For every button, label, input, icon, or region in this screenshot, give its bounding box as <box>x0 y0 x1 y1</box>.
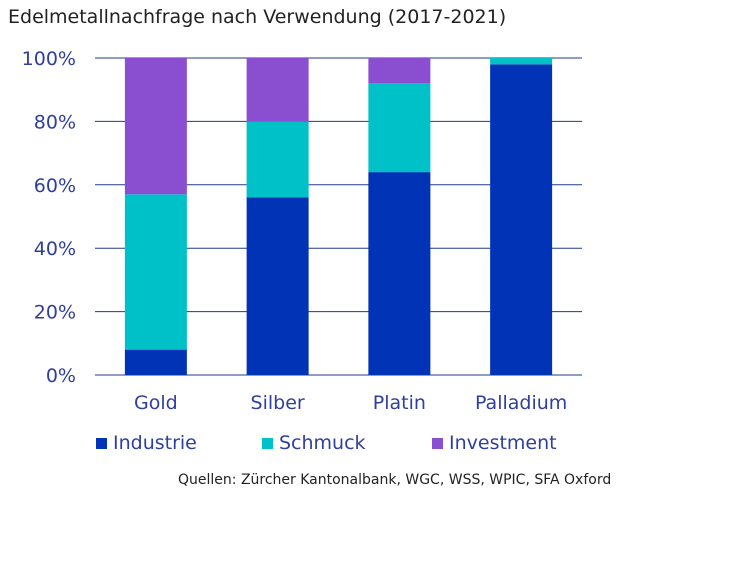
bar-silber-investment <box>246 58 309 122</box>
source-note: Quellen: Zürcher Kantonalbank, WGC, WSS,… <box>178 472 612 488</box>
legend-swatch-schmuck <box>262 437 273 449</box>
y-axis-ticks: 0% 20% 40% 60% 80% 100% <box>22 48 76 387</box>
legend: Industrie Schmuck Investment <box>0 432 748 458</box>
bar-platin-investment <box>368 58 431 84</box>
legend-label-industrie: Industrie <box>113 432 197 454</box>
stacked-bar-chart: 0% 20% 40% 60% 80% 100% Gold Silber Platin Palla… <box>22 48 582 414</box>
bar-silber-schmuck <box>246 121 309 198</box>
legend-swatch-industrie <box>96 437 107 449</box>
legend-label-schmuck: Schmuck <box>279 432 366 454</box>
y-tick-label-60: 60% <box>34 175 76 197</box>
bar-platin-schmuck <box>368 83 431 173</box>
bar-silber-industrie <box>246 197 309 375</box>
legend-item-schmuck: Schmuck <box>262 432 366 454</box>
bar-gold-investment <box>124 58 187 195</box>
x-category-label-gold: Gold <box>134 392 178 414</box>
bars <box>124 58 553 375</box>
bar-gold-schmuck <box>124 194 187 350</box>
bar-platin-industrie <box>368 172 431 375</box>
y-tick-label-0: 0% <box>46 365 76 387</box>
y-tick-label-20: 20% <box>34 302 76 324</box>
y-tick-label-40: 40% <box>34 238 76 260</box>
y-tick-label-100: 100% <box>22 48 76 70</box>
legend-item-investment: Investment <box>432 432 557 454</box>
legend-item-industrie: Industrie <box>96 432 197 454</box>
legend-label-investment: Investment <box>449 432 557 454</box>
chart-title: Edelmetallnachfrage nach Verwendung (201… <box>8 6 507 28</box>
y-tick-label-80: 80% <box>34 111 76 133</box>
x-category-label-palladium: Palladium <box>475 392 567 414</box>
legend-swatch-investment <box>432 437 443 449</box>
x-axis-categories: Gold Silber Platin Palladium <box>134 392 567 414</box>
x-category-label-silber: Silber <box>251 392 305 414</box>
bar-palladium-industrie <box>490 64 553 375</box>
bar-gold-industrie <box>124 349 187 375</box>
x-category-label-platin: Platin <box>373 392 426 414</box>
bar-palladium-schmuck <box>490 58 553 65</box>
